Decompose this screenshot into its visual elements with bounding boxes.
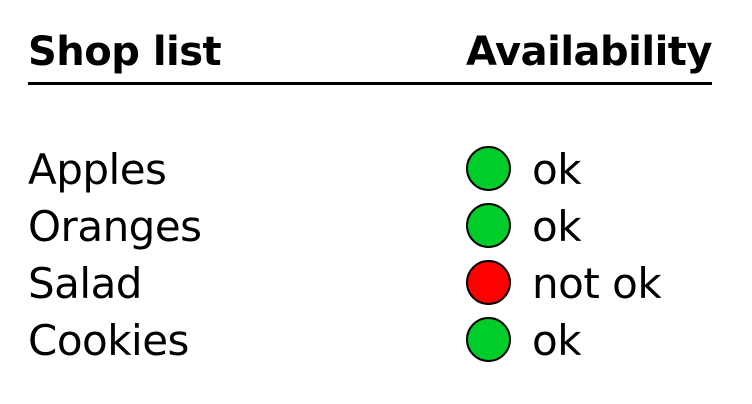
item-name: Apples <box>28 145 167 194</box>
list-item: Oranges ok <box>28 199 712 256</box>
status-indicator-icon <box>466 260 511 305</box>
item-name: Oranges <box>28 202 202 251</box>
list-item: Apples ok <box>28 142 712 199</box>
status-text: not ok <box>532 259 662 308</box>
item-name: Cookies <box>28 316 189 365</box>
list-item: Salad not ok <box>28 256 712 313</box>
status-indicator-icon <box>466 203 511 248</box>
status-text: ok <box>532 145 582 194</box>
status-indicator-icon <box>466 146 511 191</box>
table-header: Shop list Availability <box>28 26 712 85</box>
status-text: ok <box>532 316 582 365</box>
status-indicator-icon <box>466 317 511 362</box>
item-name: Salad <box>28 259 142 308</box>
shop-list: Apples ok Oranges ok Salad not ok Cookie… <box>28 142 712 370</box>
shop-list-heading: Shop list <box>28 29 222 75</box>
list-item: Cookies ok <box>28 313 712 370</box>
availability-heading: Availability <box>466 29 712 75</box>
status-text: ok <box>532 202 582 251</box>
